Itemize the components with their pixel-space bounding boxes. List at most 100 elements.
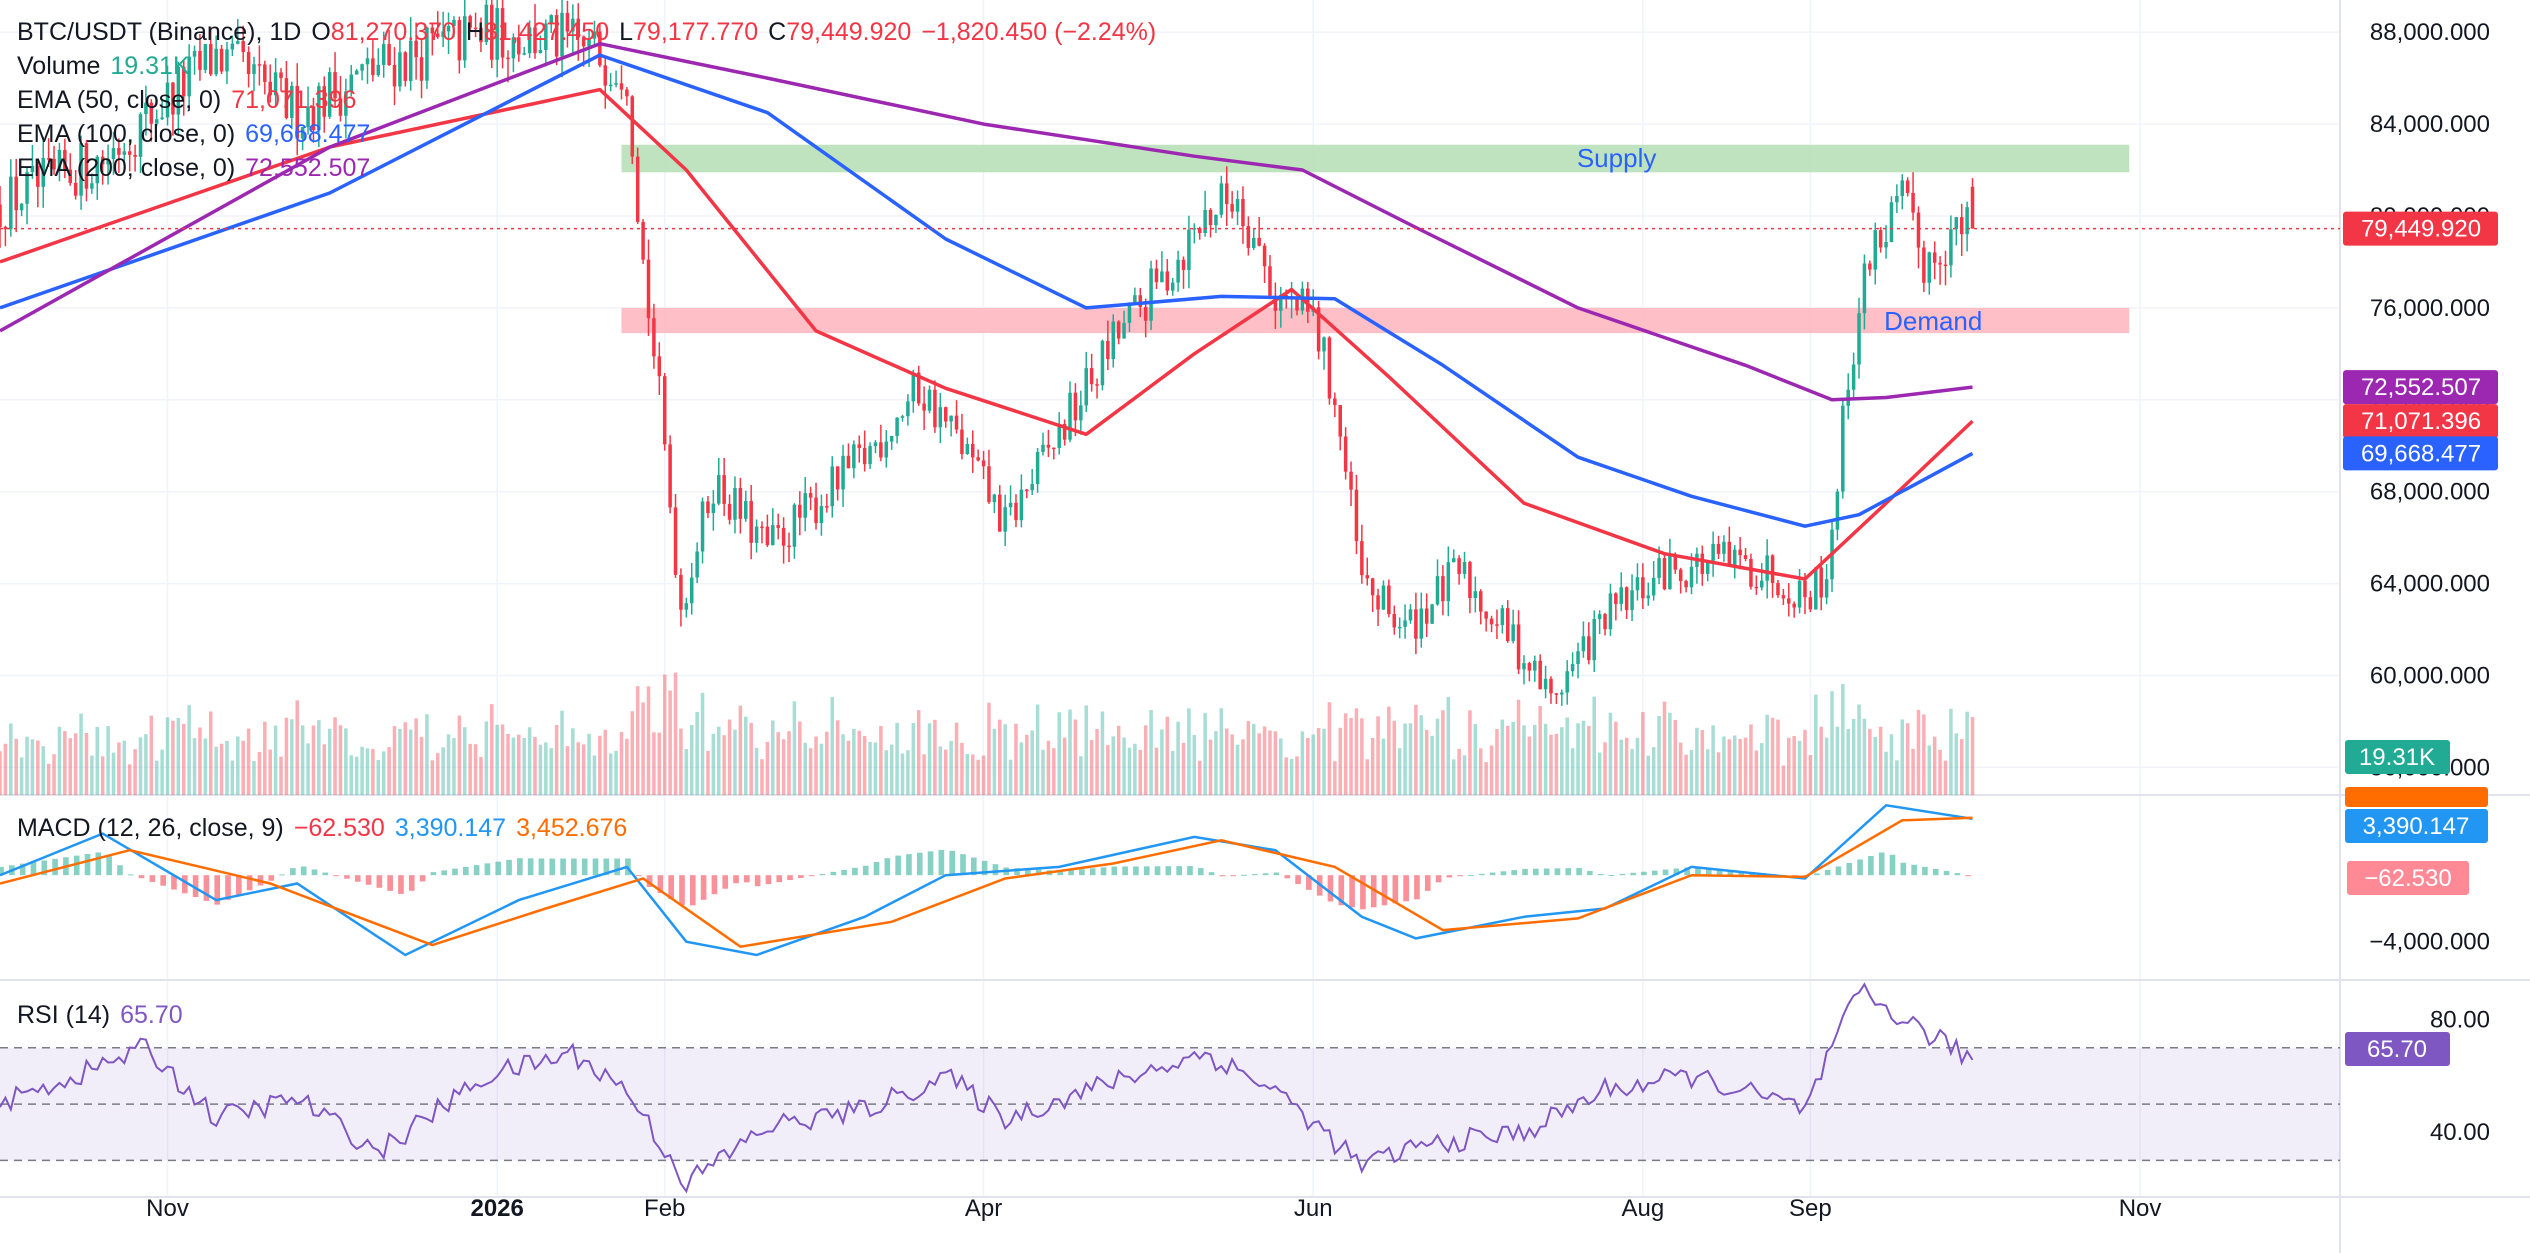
volume-bar [1749,724,1753,795]
macd-histogram-bar [733,875,739,884]
candle-body [1441,576,1445,602]
volume-bar [1587,726,1591,795]
volume-bar [1268,730,1272,795]
volume-bar [1084,705,1088,795]
volume-bar [895,722,899,795]
candle-body [1468,562,1472,599]
volume-bar [1630,749,1634,795]
macd-histogram-bar [700,875,707,900]
macd-histogram-bar [1057,871,1064,876]
symbol-title[interactable]: BTC/USDT (Binance), 1D [17,18,302,46]
candle-body [1873,230,1877,270]
volume-bar [1484,762,1488,795]
volume-bar [192,738,197,795]
candle-body [1387,585,1391,614]
candle-body [1089,368,1094,385]
candle-body [1538,660,1542,690]
candle-body [187,56,191,97]
volume-bar [911,723,916,795]
candle-body [744,500,748,519]
volume-bar [1516,699,1521,795]
candle-body [1662,558,1667,590]
macd-histogram-bar [646,875,653,887]
candle-body [1560,692,1564,695]
candle-body [722,475,726,504]
volume-bar [1154,747,1159,795]
volume-bar [1560,727,1564,795]
candle-body [906,401,910,417]
volume-bar [1603,742,1607,795]
candle-body [1905,180,1910,193]
price-tick-label: 84,000.000 [2370,111,2490,138]
macd-histogram-bar [668,875,674,900]
candle-body [106,159,110,165]
candle-body [1900,180,1905,196]
macd-histogram-bar [452,868,458,876]
candle-body [1052,447,1056,450]
volume-bar [1127,747,1132,795]
price-tick-label: 88,000.000 [2370,19,2490,46]
macd-histogram-bar [1338,875,1345,906]
volume-bar [1111,736,1116,795]
candle-body [868,446,872,465]
volume-bar [1635,737,1640,795]
macd-histogram-bar [1641,871,1647,876]
volume-bar [1711,725,1715,795]
time-tick-label: 2026 [470,1195,523,1222]
candle-body [1219,183,1224,215]
candle-body [776,525,780,528]
ema200-legend[interactable]: EMA (200, close, 0) 72,552.507 [17,151,1156,185]
macd-histogram-bar [1100,867,1107,876]
candle-body [311,106,316,131]
candle-body [1338,405,1342,437]
volume-bar [873,742,878,795]
volume-bar [1230,734,1234,795]
macd-histogram-bar [408,875,415,891]
macd-histogram-bar [300,866,307,876]
macd-histogram-bar [1284,875,1291,879]
macd-histogram-bar [1457,875,1463,877]
candle-body [1246,226,1251,248]
candle-body [976,457,980,461]
volume-bar [684,749,689,795]
volume-bar [225,740,229,795]
macd-histogram-bar [819,873,826,876]
candle-body [236,41,240,44]
rsi-legend[interactable]: RSI (14) 65.70 [17,998,183,1032]
macd-legend[interactable]: MACD (12, 26, close, 9) −62.530 3,390.147 3… [17,811,627,845]
macd-histogram-bar [560,858,566,876]
candle-body [1370,578,1375,596]
macd-histogram-bar [441,870,448,876]
ema50-legend[interactable]: EMA (50, close, 0) 71,071.396 [17,83,1156,117]
macd-histogram-bar [517,858,523,876]
macd-histogram-bar [1651,870,1658,876]
candle-body [127,151,132,155]
volume-bar [425,714,429,795]
volume-bar [1905,723,1910,795]
volume-bar [181,723,186,795]
volume-bar [1430,735,1434,795]
volume-bar [127,764,132,795]
candle-body [1073,392,1078,421]
candle-body [933,389,937,428]
volume-bar [981,755,986,795]
macd-histogram-bar [862,865,869,876]
volume-bar [1554,733,1559,795]
candle-body [30,165,35,173]
candle-body [760,526,764,529]
macd-line [0,803,1973,957]
ema100-legend[interactable]: EMA (100, close, 0) 69,668.477 [17,117,1156,151]
volume-legend[interactable]: Volume 19.31K [17,49,1156,83]
volume-bar [695,711,699,795]
macd-histogram-bar [689,875,696,906]
volume-bar [1862,718,1867,795]
ohlc-row: BTC/USDT (Binance), 1D O81,270.370 H81,427… [17,15,1156,49]
candle-body [273,72,278,96]
candle-body [1651,577,1656,596]
volume-bar [1770,717,1775,795]
candle-body [398,52,402,87]
macd-histogram-bar [1965,875,1971,877]
candle-body [1824,579,1829,598]
macd-histogram-bar [1219,875,1226,877]
volume-bar [1451,759,1456,795]
